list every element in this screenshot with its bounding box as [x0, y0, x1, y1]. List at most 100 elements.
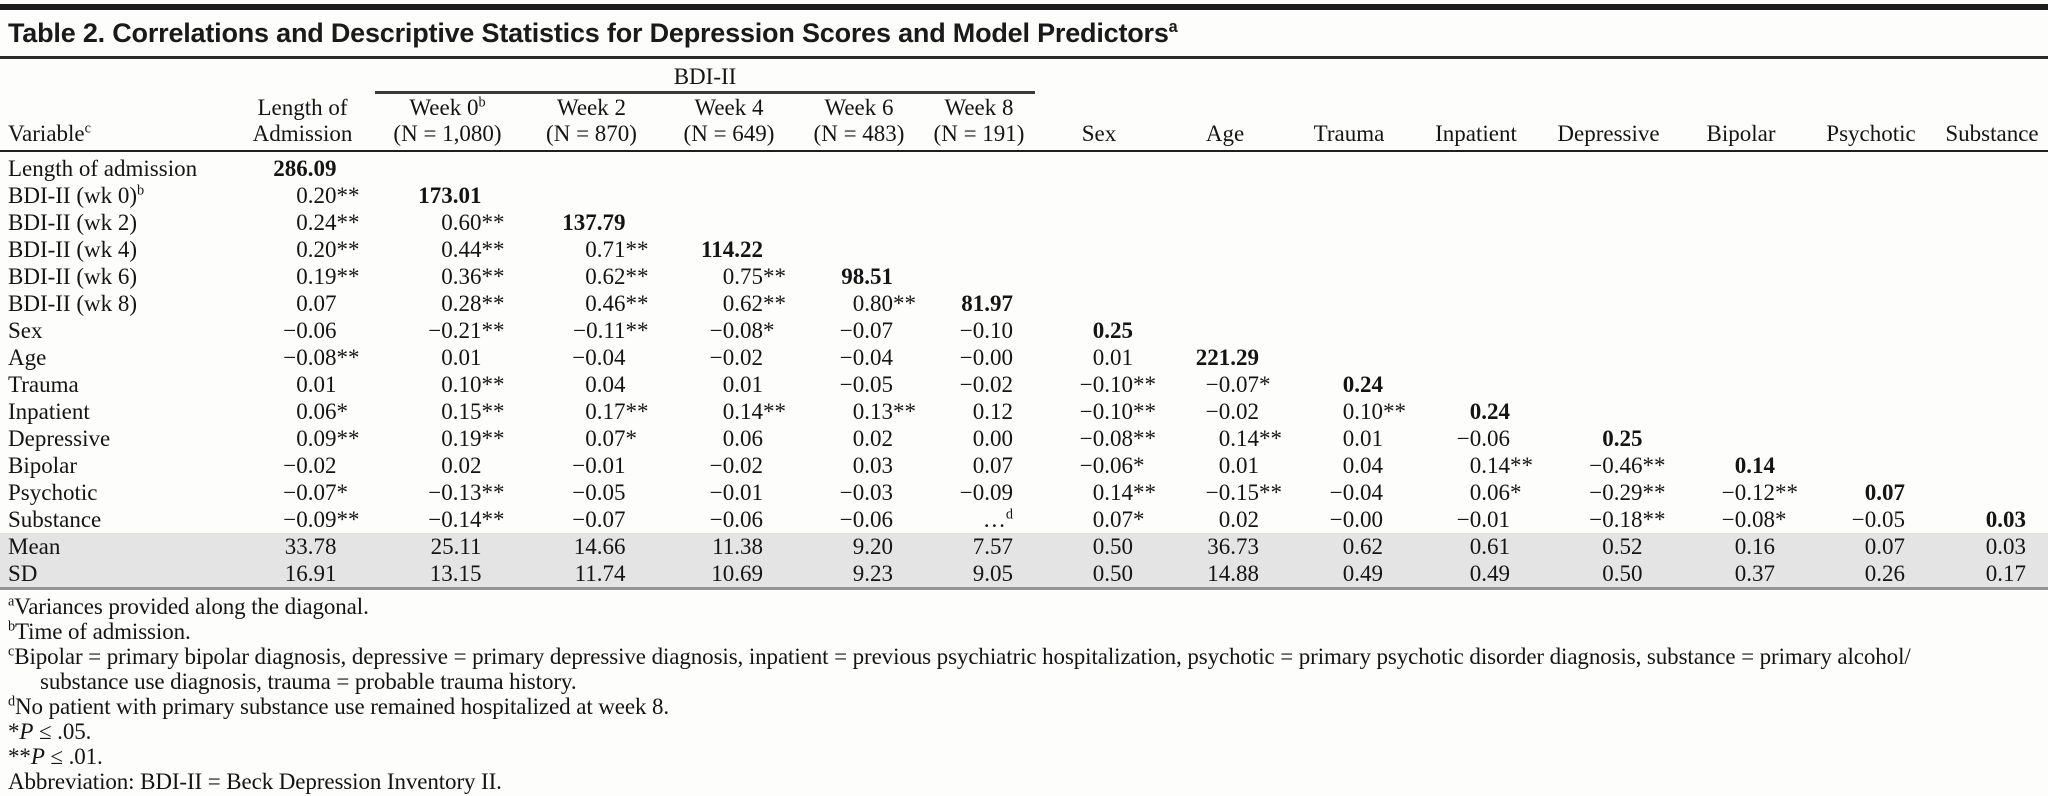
number: 0.46: [585, 291, 626, 316]
cell-value: 0.50: [1065, 533, 1133, 560]
cell-value: 9.20: [825, 533, 893, 560]
number: 0.14: [1092, 480, 1134, 505]
cell-value: −0.05: [825, 371, 893, 398]
variance-cell: 0.14: [1676, 452, 1806, 479]
number: −0.06: [283, 318, 337, 343]
table-cell: 0.02: [1163, 506, 1287, 533]
table-cell: [1541, 371, 1676, 398]
table-cell: 0.01: [375, 344, 520, 371]
cell-value: 0.14**: [1065, 479, 1156, 506]
superscript: b: [137, 182, 145, 199]
table-cell: [1541, 398, 1676, 425]
table-cell: 0.14**: [663, 398, 795, 425]
number: 0.03: [1985, 507, 2027, 532]
table-cell: −0.07: [520, 506, 663, 533]
number: 0.04: [585, 372, 626, 397]
table-cell: [1806, 290, 1936, 317]
table-header: BDI-II Variablec Length of Admission Week 0b…: [0, 59, 2048, 152]
cell-value: …d: [945, 506, 1013, 533]
cell-value: −0.03: [825, 479, 893, 506]
cell-value: −0.18**: [1575, 506, 1665, 533]
column-header-line: Bipolar: [1676, 121, 1806, 147]
cell-value: 221.29: [1191, 344, 1259, 371]
label-text: Psychotic: [1826, 121, 1916, 146]
number: −0.09: [959, 480, 1013, 505]
column-header: Variablec: [0, 92, 230, 152]
variance-cell: 98.51: [795, 263, 923, 290]
superscript: c: [84, 120, 91, 137]
table-title-superscript: a: [1168, 18, 1178, 36]
cell-value: 0.01: [1065, 344, 1133, 371]
number: 0.03: [1985, 534, 2027, 559]
label-text: Age: [8, 345, 47, 370]
number: 0.01: [296, 372, 337, 397]
table-cell: [520, 182, 663, 209]
label-text: Sex: [8, 318, 43, 343]
table-cell: 0.14**: [1035, 479, 1163, 506]
number: −0.21: [428, 318, 482, 343]
cell-value: 0.28**: [414, 290, 504, 317]
number: 0.07: [1864, 480, 1906, 505]
number: 286.09: [273, 156, 337, 181]
number: 0.19: [296, 264, 337, 289]
table-cell: −0.00: [923, 344, 1035, 371]
variance-cell: 114.22: [663, 236, 795, 263]
label-text: Week 4: [694, 95, 764, 120]
number: −0.05: [572, 480, 626, 505]
table-cell: [1676, 236, 1806, 263]
number: 11.74: [574, 561, 626, 586]
table-cell: −0.09**: [230, 506, 375, 533]
cell-value: 14.66: [558, 533, 626, 560]
cell-value: 0.61: [1442, 533, 1510, 560]
column-header: Week 8 (N = 191): [923, 92, 1036, 152]
table-cell: [795, 236, 923, 263]
cell-value: 0.62: [1315, 533, 1383, 560]
table-cell: −0.02: [230, 452, 375, 479]
number: 0.07: [1864, 534, 1906, 559]
table-cell: −0.03: [795, 479, 923, 506]
table-row: Trauma 0.01 0.10** 0.04 0.01 −0.05 −0.02 −0.10*…: [0, 371, 2048, 398]
cell-value: −0.09: [945, 479, 1013, 506]
table-cell: [663, 151, 795, 182]
number: −0.02: [709, 453, 763, 478]
table-cell: [1541, 290, 1676, 317]
footnote-text: No patient with primary substance use re…: [15, 694, 670, 719]
table-cell: 0.07: [230, 290, 375, 317]
number: 0.24: [1342, 372, 1384, 397]
table-cell: [1806, 317, 1936, 344]
footnote-line: bTime of admission.: [8, 619, 2040, 644]
variance-cell: 173.01: [375, 182, 520, 209]
cell-value: 0.25: [1065, 317, 1133, 344]
cell-value: 33.78: [269, 533, 337, 560]
cell-value: 0.03: [1958, 506, 2026, 533]
table-cell: −0.07: [795, 317, 923, 344]
cell-value: −0.06: [695, 506, 763, 533]
number: 0.01: [441, 345, 482, 370]
table-cell: [1411, 344, 1541, 371]
number: −0.07: [1205, 372, 1260, 397]
cell-value: 0.07*: [1065, 506, 1145, 533]
label-text: (N = 483): [813, 121, 905, 146]
table-cell: [375, 151, 520, 182]
table-cell: [1806, 371, 1936, 398]
number: 0.28: [441, 291, 482, 316]
table-cell: −0.15**: [1163, 479, 1287, 506]
footnote-marker: b: [8, 618, 16, 635]
number: 36.73: [1207, 534, 1260, 559]
table-cell: 0.04: [1287, 452, 1411, 479]
cell-value: −0.10: [945, 317, 1013, 344]
cell-value: 0.06*: [269, 398, 348, 425]
column-header: Age: [1163, 92, 1288, 152]
table-cell: 0.12: [923, 398, 1035, 425]
footnote-marker: c: [8, 643, 15, 660]
table-cell: [1035, 236, 1163, 263]
table-cell: −0.06: [663, 506, 795, 533]
cell-value: −0.09**: [269, 506, 359, 533]
number: −0.01: [572, 453, 626, 478]
label-text: Admission: [252, 121, 353, 146]
significance-stars: **: [8, 744, 31, 769]
footnote-line: substance use diagnosis, trauma = probab…: [8, 669, 2040, 694]
column-header: Length of Admission: [230, 92, 375, 152]
table-row: Inpatient 0.06* 0.15** 0.17** 0.14** 0.13** 0.…: [0, 398, 2048, 425]
